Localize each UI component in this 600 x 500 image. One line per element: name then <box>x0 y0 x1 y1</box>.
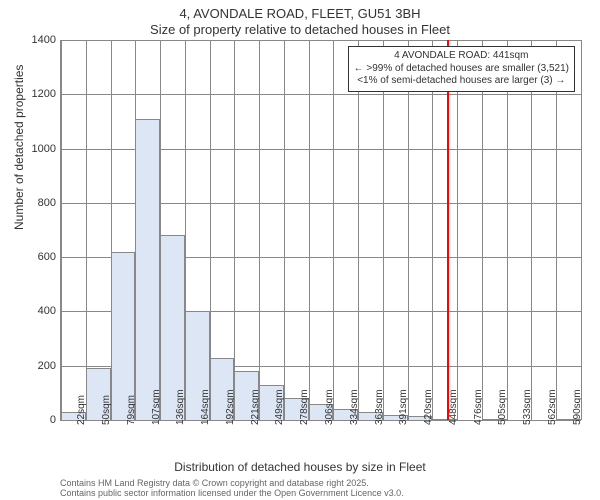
marker-line <box>447 40 449 420</box>
gridline-v <box>457 40 458 420</box>
title-line-2: Size of property relative to detached ho… <box>0 22 600 37</box>
gridline-v <box>259 40 260 420</box>
gridline-v <box>234 40 235 420</box>
gridline-h <box>61 40 581 41</box>
plot-region: 020040060080010001200140022sqm50sqm79sqm… <box>60 40 581 421</box>
footer-line-1: Contains HM Land Registry data © Crown c… <box>60 478 404 488</box>
gridline-v <box>86 40 87 420</box>
annotation-line: ← >99% of detached houses are smaller (3… <box>354 63 569 76</box>
gridline-v <box>556 40 557 420</box>
annotation-box: 4 AVONDALE ROAD: 441sqm← >99% of detache… <box>348 46 575 92</box>
gridline-v <box>284 40 285 420</box>
histogram-bar <box>135 119 160 420</box>
footer-line-2: Contains public sector information licen… <box>60 488 404 498</box>
ytick-label: 1000 <box>16 143 56 155</box>
chart-area: 020040060080010001200140022sqm50sqm79sqm… <box>60 40 580 420</box>
gridline-v <box>61 40 62 420</box>
x-axis-label: Distribution of detached houses by size … <box>0 460 600 474</box>
annotation-line: <1% of semi-detached houses are larger (… <box>354 75 569 88</box>
ytick-label: 0 <box>16 414 56 426</box>
footer-attribution: Contains HM Land Registry data © Crown c… <box>60 478 404 499</box>
ytick-label: 1200 <box>16 88 56 100</box>
gridline-h <box>61 94 581 95</box>
chart-container: 4, AVONDALE ROAD, FLEET, GU51 3BH Size o… <box>0 0 600 500</box>
ytick-label: 200 <box>16 360 56 372</box>
gridline-v <box>358 40 359 420</box>
ytick-label: 600 <box>16 251 56 263</box>
gridline-v <box>482 40 483 420</box>
ytick-label: 1400 <box>16 34 56 46</box>
gridline-v <box>309 40 310 420</box>
annotation-line: 4 AVONDALE ROAD: 441sqm <box>354 50 569 63</box>
gridline-v <box>531 40 532 420</box>
ytick-label: 400 <box>16 305 56 317</box>
gridline-v <box>408 40 409 420</box>
gridline-v <box>432 40 433 420</box>
ytick-label: 800 <box>16 197 56 209</box>
gridline-v <box>333 40 334 420</box>
title-line-1: 4, AVONDALE ROAD, FLEET, GU51 3BH <box>0 6 600 21</box>
gridline-v <box>383 40 384 420</box>
gridline-v <box>581 40 582 420</box>
gridline-v <box>507 40 508 420</box>
